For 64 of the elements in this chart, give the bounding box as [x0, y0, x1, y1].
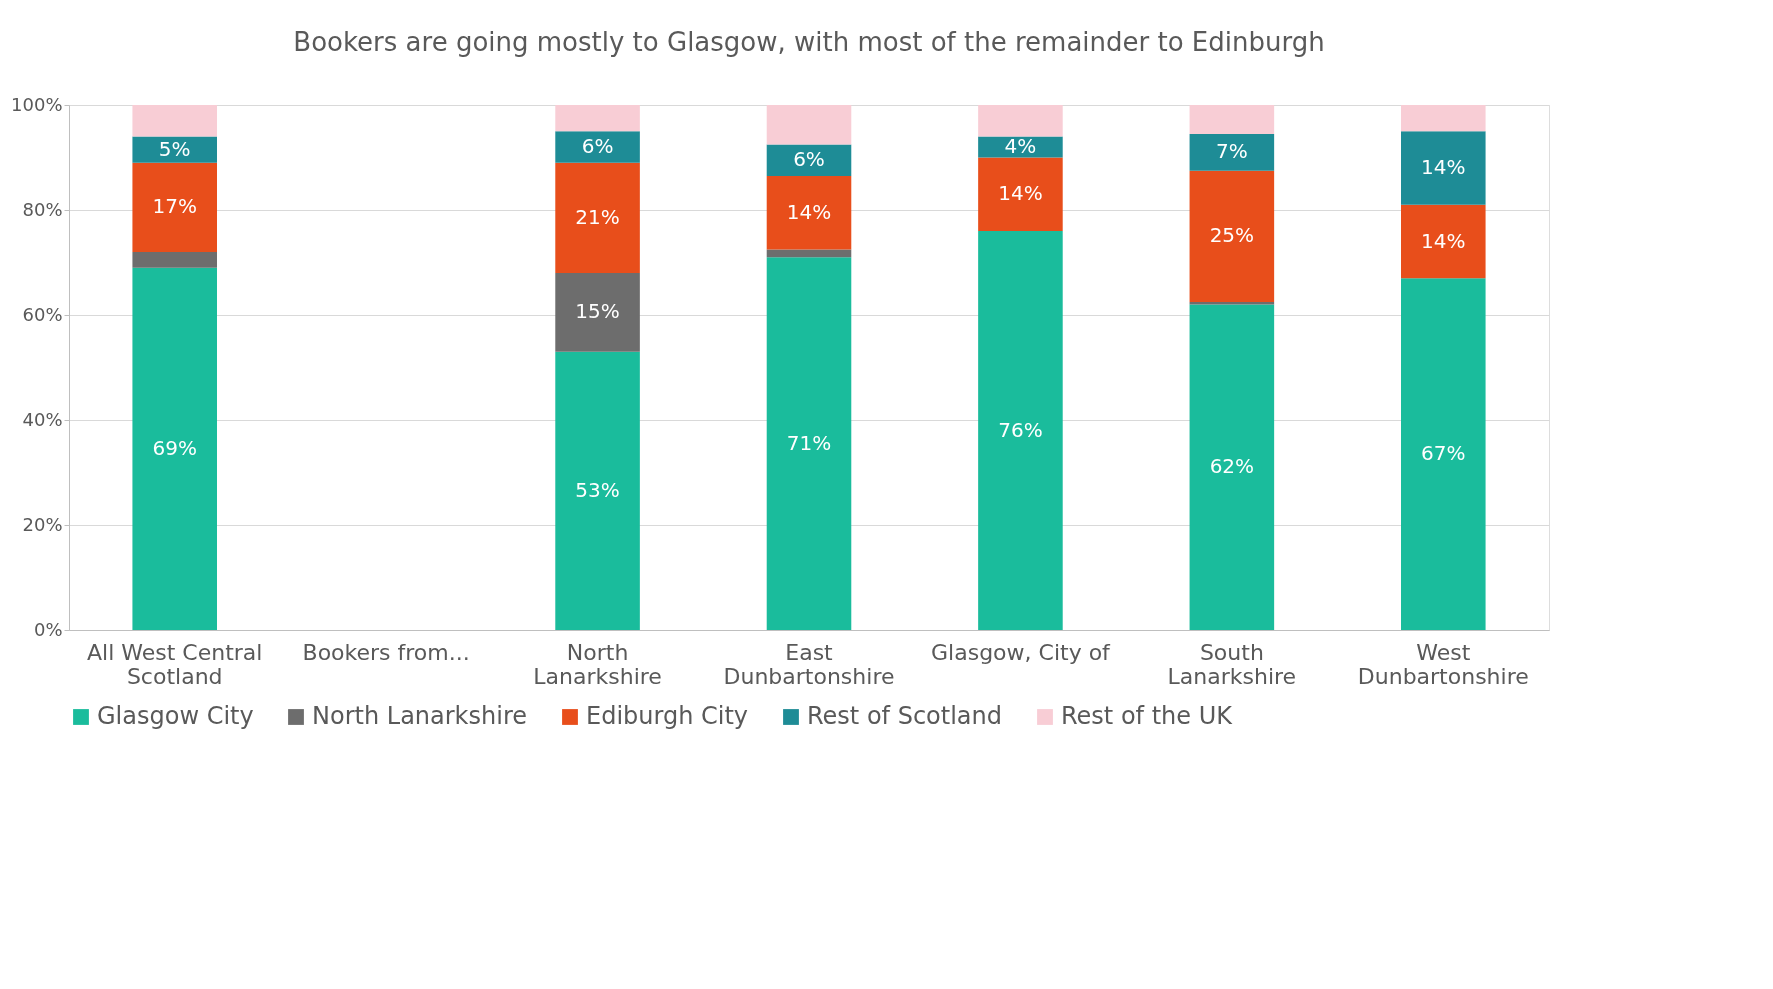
y-tick-label: 40% — [22, 408, 63, 430]
x-tick-label: Bookers from... — [302, 639, 470, 665]
data-label: 6% — [793, 147, 825, 172]
bar — [1189, 170, 1275, 302]
bar — [1189, 304, 1275, 630]
x-tick-label: Glasgow, City of — [931, 639, 1112, 665]
bar — [1189, 133, 1275, 171]
x-tick-label: East Dunbartonshire — [723, 639, 895, 689]
data-label: 14% — [1421, 228, 1466, 253]
bar — [1189, 301, 1275, 305]
data-label: 14% — [1421, 155, 1466, 179]
bar — [1189, 105, 1275, 134]
bar — [132, 105, 217, 137]
bar — [555, 131, 640, 163]
bar — [766, 257, 852, 630]
legend-label: Rest of the UK — [1061, 702, 1234, 730]
data-label: 71% — [786, 430, 832, 455]
data-label: 5% — [158, 136, 191, 161]
y-tick-label: 20% — [22, 513, 63, 535]
chart-title: Bookers are going mostly to Glasgow, with most of the remainder to Edinburgh — [293, 27, 1325, 57]
data-label: 15% — [575, 299, 620, 324]
bar — [1401, 131, 1486, 205]
data-label: 76% — [998, 417, 1043, 442]
y-tick-label: 80% — [22, 198, 63, 220]
bar — [766, 144, 852, 176]
data-label: 7% — [1215, 139, 1248, 164]
y-tick-label: 60% — [22, 303, 63, 325]
bar — [978, 157, 1063, 231]
data-label: 69% — [152, 435, 197, 460]
bar — [1401, 278, 1486, 630]
bar — [978, 105, 1063, 137]
legend-label: Glasgow City — [97, 702, 254, 730]
data-label: 14% — [998, 181, 1043, 206]
data-label: 17% — [152, 194, 197, 219]
data-label: 25% — [1209, 223, 1255, 248]
bar — [555, 105, 640, 132]
bar — [766, 105, 852, 145]
legend-label: Ediburgh City — [586, 702, 749, 730]
legend-label: North Lanarkshire — [312, 702, 528, 730]
bar — [555, 351, 640, 630]
data-label: 4% — [1004, 134, 1037, 158]
bar — [555, 162, 640, 273]
bar — [766, 249, 852, 258]
x-tick-label: North Lanarkshire — [533, 639, 662, 689]
bar — [132, 252, 217, 268]
data-label: 53% — [575, 477, 620, 502]
data-label: 6% — [581, 134, 614, 158]
y-tick-label: 100% — [11, 93, 63, 115]
data-label: 67% — [1421, 441, 1466, 466]
bar — [766, 175, 852, 250]
x-tick-label: South Lanarkshire — [1167, 639, 1297, 689]
data-label: 14% — [786, 199, 832, 224]
data-label: 21% — [575, 204, 620, 229]
x-tick-label: West Dunbartonshire — [1357, 639, 1529, 689]
bar — [978, 231, 1063, 630]
y-tick-label: 0% — [33, 618, 63, 640]
bar — [1401, 105, 1486, 132]
legend-label: Rest of Scotland — [807, 702, 1003, 730]
bar — [1401, 204, 1486, 279]
data-label: 62% — [1209, 454, 1255, 479]
bar — [132, 162, 217, 252]
x-tick-label: All West Central Scotland — [86, 639, 263, 689]
bar — [132, 267, 217, 630]
bar — [555, 273, 640, 352]
